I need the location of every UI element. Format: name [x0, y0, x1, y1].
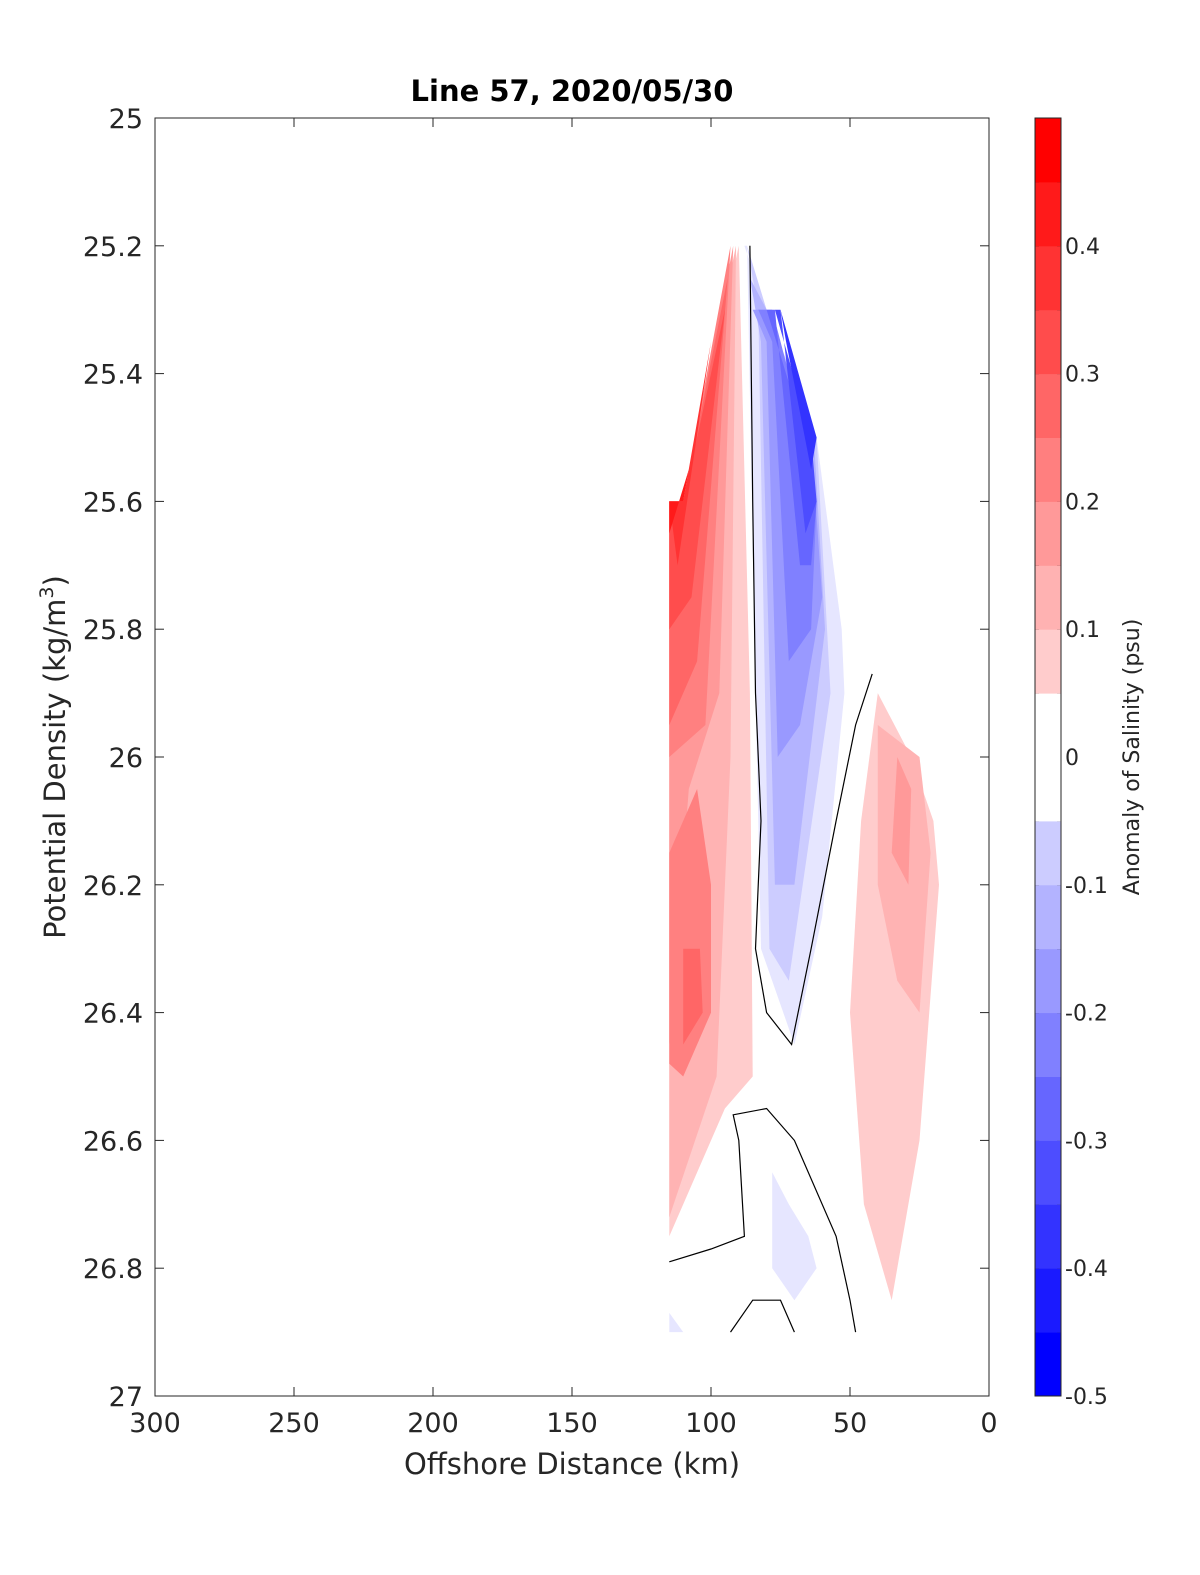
chart-title: Line 57, 2020/05/30 — [411, 74, 734, 108]
colorbar-band — [1035, 245, 1061, 311]
colorbar-tick-label: -0.4 — [1065, 1257, 1108, 1282]
colorbar-label: Anomaly of Salinity (psu) — [1120, 619, 1145, 896]
colorbar-band — [1035, 693, 1061, 758]
colorbar-band — [1035, 820, 1061, 886]
colorbar-band — [1035, 181, 1061, 247]
y-tick-label: 26.4 — [83, 999, 143, 1030]
colorbar — [1035, 117, 1061, 1397]
x-tick-label: 250 — [268, 1408, 320, 1439]
contour-region-20 — [891, 757, 912, 885]
contour-region-22 — [669, 1312, 689, 1333]
colorbar-band — [1035, 501, 1061, 566]
x-tick-label: 300 — [129, 1408, 181, 1439]
y-axis-label-end: ) — [38, 575, 72, 586]
x-tick-label: 0 — [980, 1408, 997, 1439]
y-tick-label: 25.2 — [83, 232, 143, 263]
colorbar-band — [1035, 373, 1061, 438]
colorbar-tick-label: 0.3 — [1065, 363, 1100, 388]
contour-region-7 — [669, 469, 689, 534]
y-tick-label: 25 — [109, 104, 143, 135]
y-tick-label: 26.6 — [83, 1126, 143, 1157]
colorbar-band — [1035, 1076, 1061, 1141]
colorbar-band — [1035, 1140, 1061, 1205]
y-tick-label: 26 — [109, 743, 143, 774]
x-tick-label: 50 — [833, 1408, 867, 1439]
x-tick-label: 200 — [407, 1408, 459, 1439]
x-tick-label: 100 — [685, 1408, 737, 1439]
contour-region-17 — [780, 309, 817, 470]
colorbar-ticks: -0.5 -0.4 -0.3 -0.2 -0.1 0 0.1 0.2 0.3 0.4 — [1065, 235, 1108, 1410]
colorbar-band — [1035, 118, 1061, 183]
y-axis-label-main: Potential Density (kg/m — [38, 599, 72, 939]
zero-contour-lines — [669, 245, 873, 1333]
y-axis: 25 25.2 25.4 25.6 25.8 26 26.2 26.4 26.6 26.8 27 — [83, 104, 989, 1413]
contour-region-9 — [683, 948, 703, 1045]
colorbar-band — [1035, 884, 1061, 950]
colorbar-tick-label: -0.3 — [1065, 1129, 1108, 1154]
zero-contour-1 — [669, 1107, 857, 1333]
colorbar-band — [1035, 1012, 1061, 1077]
colorbar-band — [1035, 565, 1061, 630]
colorbar-band — [1035, 437, 1061, 502]
zero-contour-2 — [730, 1299, 795, 1333]
colorbar-tick-label: 0.2 — [1065, 490, 1100, 515]
colorbar-band — [1035, 948, 1061, 1014]
contour-region-21 — [772, 1172, 817, 1301]
x-axis-label: Offshore Distance (km) — [404, 1447, 740, 1481]
colorbar-tick-label: 0.4 — [1065, 235, 1100, 260]
y-tick-label: 26.2 — [83, 871, 143, 902]
y-tick-label: 25.4 — [83, 360, 143, 391]
colorbar-band — [1035, 629, 1061, 694]
colorbar-tick-label: 0.1 — [1065, 618, 1100, 643]
colorbar-tick-label: -0.2 — [1065, 1002, 1108, 1027]
colorbar-tick-label: -0.5 — [1065, 1385, 1108, 1410]
colorbar-frame — [1034, 117, 1062, 1397]
y-tick-label: 25.8 — [83, 615, 143, 646]
plot-area — [155, 118, 989, 1396]
y-axis-label-sup: 3 — [36, 586, 58, 598]
contour-region-14 — [758, 309, 817, 662]
y-tick-label: 25.6 — [83, 487, 143, 518]
contour-fills — [669, 245, 939, 1333]
y-tick-label: 26.8 — [83, 1254, 143, 1285]
zero-contour-0 — [749, 245, 873, 1046]
colorbar-band — [1035, 757, 1061, 822]
y-tick-label: 27 — [109, 1382, 143, 1413]
contour-region-5 — [669, 309, 725, 630]
colorbar-band — [1035, 1204, 1061, 1269]
colorbar-band — [1035, 309, 1061, 375]
contour-region-6 — [669, 341, 711, 566]
colorbar-tick-label: -0.1 — [1065, 874, 1108, 899]
colorbar-band — [1035, 1268, 1061, 1333]
colorbar-tick-label: 0 — [1065, 746, 1079, 771]
colorbar-band — [1035, 1332, 1061, 1397]
x-tick-label: 150 — [546, 1408, 598, 1439]
contour-region-16 — [774, 309, 817, 534]
y-axis-label: Potential Density (kg/m3) — [36, 575, 72, 939]
x-axis: 300 250 200 150 100 50 0 — [129, 118, 998, 1439]
